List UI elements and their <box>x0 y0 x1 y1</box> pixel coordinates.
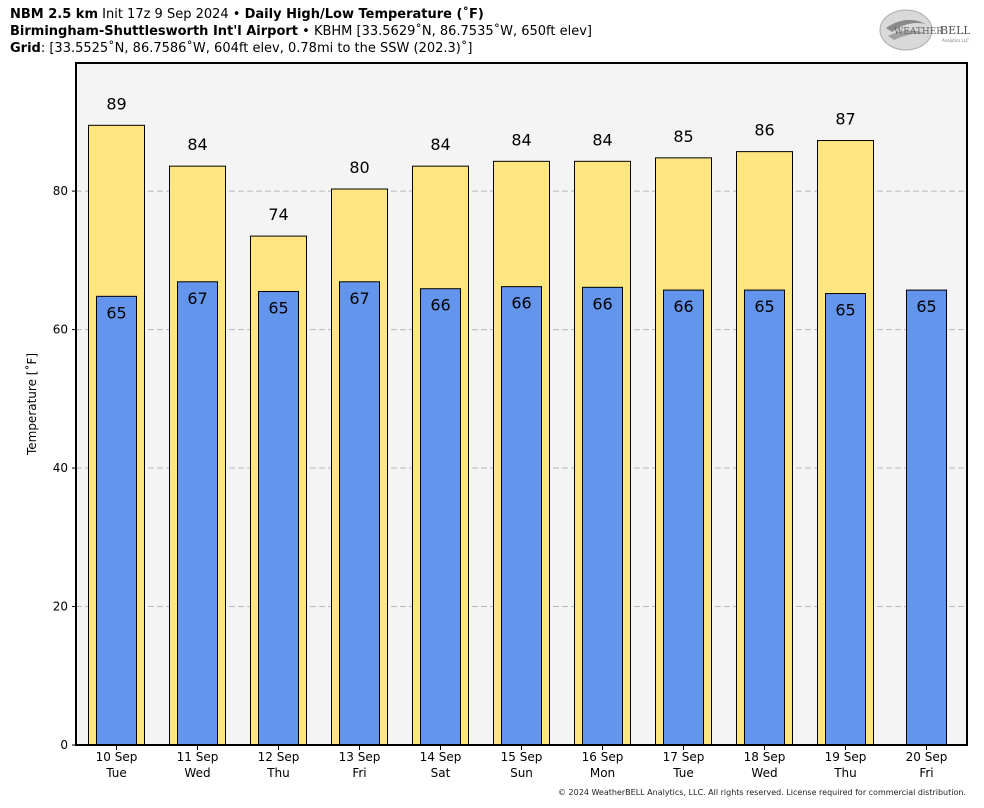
model-name: NBM 2.5 km <box>10 7 98 22</box>
init-time: Init 17z 9 Sep 2024 • <box>98 7 245 22</box>
title-line-3: Grid: [33.5525˚N, 86.7586˚W, 604ft elev,… <box>10 40 472 57</box>
low-temp-label: 65 <box>835 301 855 320</box>
svg-text:Analytics LLC: Analytics LLC <box>942 38 969 43</box>
x-tick-date: 16 Sep <box>582 750 624 764</box>
y-tick-label: 80 <box>53 184 68 198</box>
x-tick-date: 18 Sep <box>744 750 786 764</box>
station-name: Birmingham-Shuttlesworth Int'l Airport <box>10 24 299 39</box>
high-temp-label: 87 <box>835 110 855 129</box>
x-tick-date: 10 Sep <box>96 750 138 764</box>
x-tick-day: Fri <box>352 766 366 780</box>
x-tick-date: 20 Sep <box>906 750 948 764</box>
low-temp-label: 66 <box>430 296 450 315</box>
high-temp-label: 74 <box>268 205 288 224</box>
x-tick-day: Fri <box>919 766 933 780</box>
x-tick-date: 12 Sep <box>258 750 300 764</box>
svg-text:BELL: BELL <box>940 24 970 37</box>
low-temp-bar <box>177 281 218 746</box>
x-tick-day: Sun <box>510 766 533 780</box>
high-temp-label: 86 <box>754 121 774 140</box>
x-tick-date: 19 Sep <box>825 750 867 764</box>
low-temp-label: 67 <box>349 289 369 308</box>
y-axis-label: Temperature [˚F] <box>24 353 39 456</box>
low-temp-bar <box>501 286 542 746</box>
y-tick-label: 60 <box>53 323 68 337</box>
high-temp-label: 84 <box>187 135 207 154</box>
x-tick-date: 11 Sep <box>177 750 219 764</box>
x-tick-day: Wed <box>184 766 210 780</box>
low-temp-bar <box>744 289 785 746</box>
x-tick-day: Tue <box>672 766 694 780</box>
low-temp-label: 66 <box>511 294 531 313</box>
station-coords: • KBHM [33.5629˚N, 86.7535˚W, 650ft elev… <box>298 24 592 39</box>
grid-label: Grid <box>10 41 41 56</box>
low-temp-bar <box>420 288 461 746</box>
x-tick-day: Sat <box>431 766 451 780</box>
low-temp-bar <box>582 286 623 746</box>
x-tick-day: Thu <box>266 766 290 780</box>
low-temp-label: 67 <box>187 289 207 308</box>
low-temp-label: 65 <box>916 297 936 316</box>
grid-coords: : [33.5525˚N, 86.7586˚W, 604ft elev, 0.7… <box>40 41 473 56</box>
high-temp-label: 84 <box>592 130 612 149</box>
low-temp-label: 66 <box>673 297 693 316</box>
y-tick-label: 0 <box>60 738 68 752</box>
x-tick-date: 17 Sep <box>663 750 705 764</box>
high-temp-label: 80 <box>349 158 369 177</box>
x-tick-date: 15 Sep <box>501 750 543 764</box>
low-temp-label: 65 <box>268 298 288 317</box>
high-temp-label: 89 <box>106 94 126 113</box>
high-temp-label: 85 <box>673 127 693 146</box>
low-temp-bar <box>258 290 299 746</box>
x-tick-day: Wed <box>751 766 777 780</box>
low-temp-label: 65 <box>106 303 126 322</box>
x-tick-day: Thu <box>833 766 857 780</box>
low-temp-bar <box>663 289 704 746</box>
high-temp-label: 84 <box>430 135 450 154</box>
svg-text:WEATHER: WEATHER <box>894 27 943 37</box>
title-line-1: NBM 2.5 km Init 17z 9 Sep 2024 • Daily H… <box>10 6 484 23</box>
low-temp-label: 65 <box>754 297 774 316</box>
x-tick-date: 14 Sep <box>420 750 462 764</box>
y-tick-label: 20 <box>53 600 68 614</box>
high-temp-label: 84 <box>511 130 531 149</box>
x-tick-date: 13 Sep <box>339 750 381 764</box>
x-tick-day: Tue <box>105 766 127 780</box>
low-temp-bar <box>825 293 866 746</box>
low-temp-bar <box>96 295 137 746</box>
y-tick-label: 40 <box>53 461 68 475</box>
x-tick-day: Mon <box>590 766 615 780</box>
title-line-2: Birmingham-Shuttlesworth Int'l Airport •… <box>10 23 592 40</box>
copyright-footer: © 2024 WeatherBELL Analytics, LLC. All r… <box>558 788 966 797</box>
low-temp-bar <box>339 281 380 746</box>
low-temp-bar <box>906 289 947 746</box>
low-temp-label: 66 <box>592 294 612 313</box>
weatherbell-logo: WEATHER BELL Analytics LLC <box>879 9 970 51</box>
chart-title: Daily High/Low Temperature (˚F) <box>244 7 484 22</box>
